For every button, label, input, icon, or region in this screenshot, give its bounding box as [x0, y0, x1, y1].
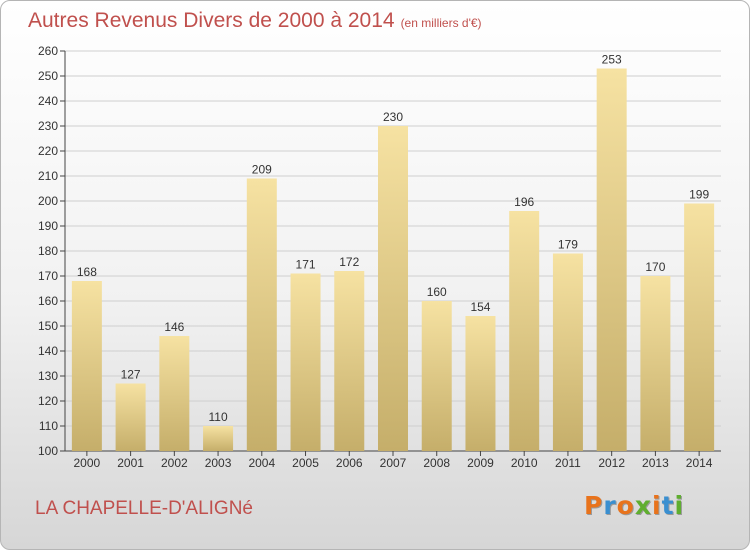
x-tick-label: 2000 [74, 456, 101, 470]
data-label: 168 [77, 265, 97, 279]
logo-letter: t [661, 491, 675, 520]
bar [640, 276, 671, 451]
x-tick-label: 2014 [686, 456, 713, 470]
bar [684, 203, 715, 451]
bar [596, 68, 627, 451]
bar [71, 281, 102, 451]
x-tick-label: 2008 [423, 456, 450, 470]
y-tick-label: 190 [38, 219, 58, 233]
y-tick-label: 200 [38, 194, 58, 208]
x-tick-label: 2002 [161, 456, 188, 470]
data-label: 209 [252, 163, 272, 177]
bar [334, 271, 365, 451]
x-tick-label: 2007 [380, 456, 407, 470]
bar [552, 253, 583, 451]
y-tick-label: 110 [39, 419, 58, 433]
x-tick-label: 2001 [117, 456, 144, 470]
y-tick-label: 240 [38, 94, 58, 108]
location-label: LA CHAPELLE-D'ALIGNé [35, 498, 253, 519]
data-label: 154 [470, 300, 490, 314]
data-label: 196 [514, 195, 534, 209]
bar [378, 126, 408, 451]
y-tick-label: 220 [38, 144, 58, 158]
data-label: 172 [339, 255, 359, 269]
bar [203, 426, 234, 451]
bar [159, 336, 190, 451]
logo-letter: o [616, 491, 635, 520]
logo-letter: P [584, 491, 604, 520]
bar [246, 178, 277, 451]
x-tick-label: 2003 [205, 456, 232, 470]
bars [71, 68, 715, 451]
y-tick-label: 180 [38, 244, 58, 258]
bar [290, 273, 321, 451]
data-label: 146 [164, 320, 184, 334]
y-tick-label: 210 [38, 169, 58, 183]
logo-letter: i [652, 491, 662, 520]
y-tick-label: 100 [38, 444, 58, 458]
x-tick-label: 2010 [511, 456, 538, 470]
logo-letter: x [634, 491, 652, 520]
chart-title: Autres Revenus Divers de 2000 à 2014 (en … [28, 9, 482, 33]
data-label: 230 [383, 110, 403, 124]
x-tick-label: 2005 [292, 456, 319, 470]
data-label: 160 [427, 285, 447, 299]
data-label: 199 [689, 188, 709, 202]
x-tick-label: 2009 [467, 456, 494, 470]
bar [509, 211, 540, 451]
y-tick-label: 230 [38, 119, 58, 133]
data-label: 179 [558, 238, 578, 252]
bar [465, 316, 496, 451]
x-tick-label: 2012 [598, 456, 625, 470]
x-tick-label: 2006 [336, 456, 363, 470]
y-tick-label: 140 [38, 344, 58, 358]
x-tick-label: 2013 [642, 456, 669, 470]
bar [421, 301, 452, 451]
x-tick-label: 2004 [248, 456, 275, 470]
title-text: Autres Revenus Divers de 2000 à 2014 [28, 9, 395, 32]
data-label: 170 [645, 260, 665, 274]
data-label: 127 [121, 368, 141, 382]
y-tick-label: 150 [38, 319, 58, 333]
labels: 100 110 120 130 140 150 160 170 180 190 200 210 220 2… [38, 44, 713, 470]
x-tick-label: 2011 [555, 456, 581, 470]
y-tick-label: 160 [38, 294, 58, 308]
logo-letter: i [674, 491, 685, 520]
y-tick-label: 130 [38, 369, 58, 383]
chart-subtitle: (en milliers d'€) [400, 16, 482, 30]
logo-letter: r [603, 491, 617, 520]
y-tick-label: 120 [38, 394, 58, 408]
y-tick-label: 170 [38, 269, 58, 283]
y-tick-label: 260 [38, 44, 58, 58]
proxiti-logo[interactable]: Proxiti [584, 491, 684, 520]
bar [115, 383, 146, 451]
data-label: 253 [602, 53, 622, 67]
data-label: 110 [208, 410, 227, 424]
data-label: 171 [296, 258, 316, 272]
y-tick-label: 250 [38, 69, 58, 83]
